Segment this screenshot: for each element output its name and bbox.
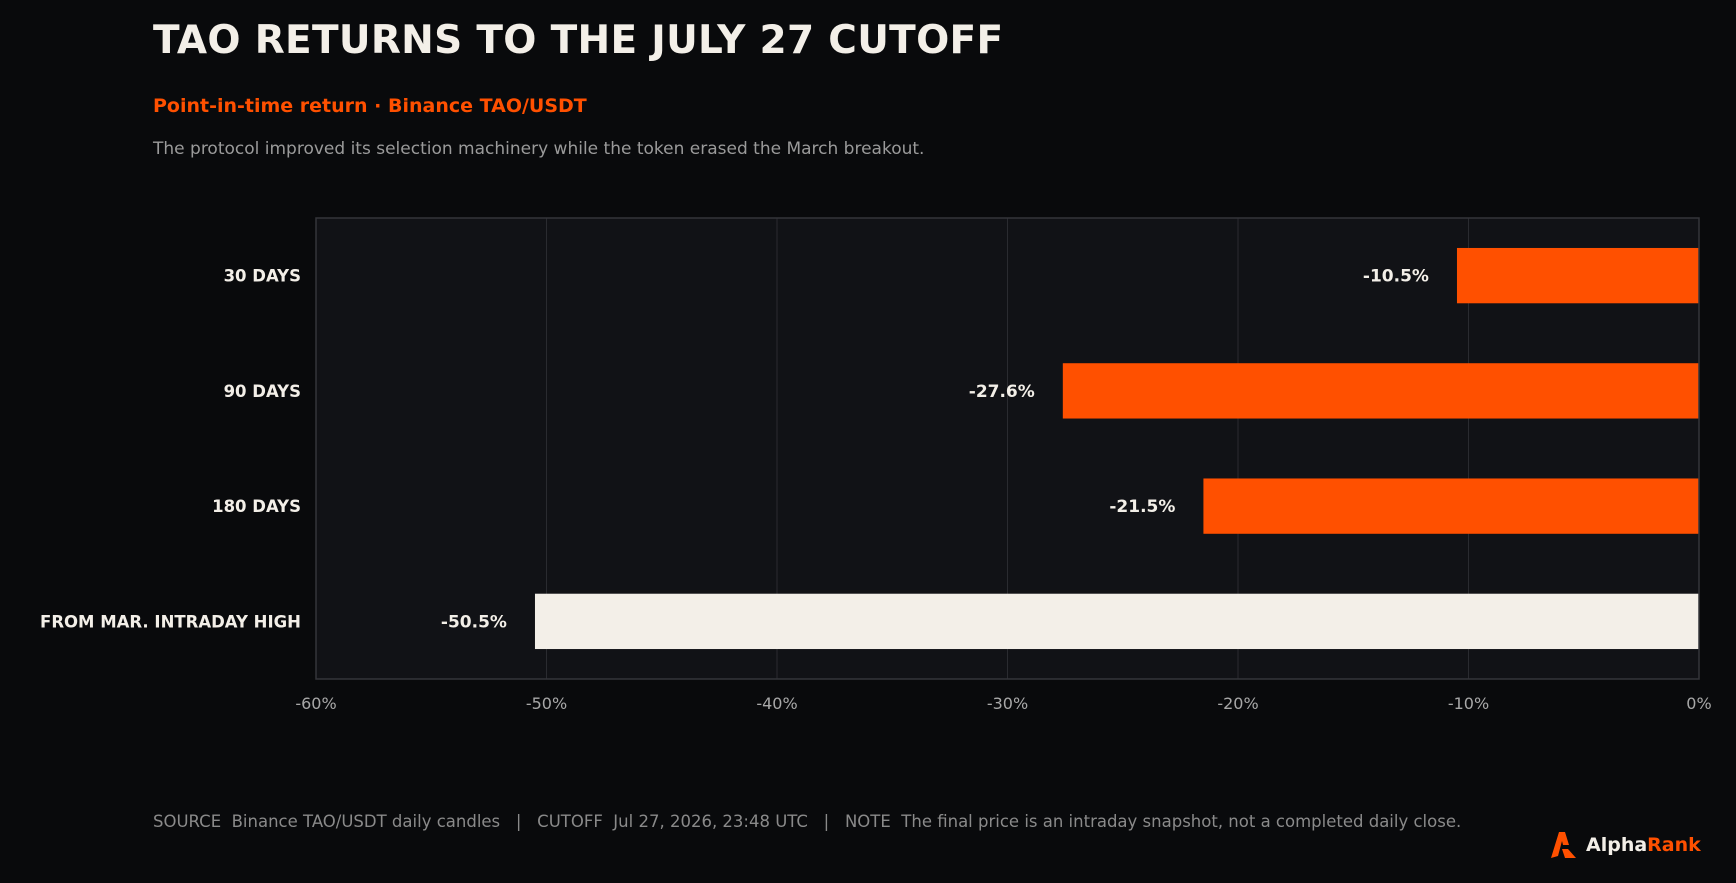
- bar: [1062, 363, 1699, 419]
- plot-border: [315, 217, 1700, 680]
- bars: [534, 247, 1699, 650]
- x-tick-label: -60%: [295, 694, 336, 713]
- alpharank-logo-icon: [1551, 832, 1576, 858]
- footer-note: SOURCE Binance TAO/USDT daily candles | …: [153, 812, 1462, 831]
- data-label: -27.6%: [969, 382, 1035, 402]
- chart-title: TAO RETURNS TO THE JULY 27 CUTOFF: [153, 18, 1004, 63]
- data-label: -10.5%: [1363, 267, 1429, 287]
- y-category-label: FROM MAR. INTRADAY HIGH: [40, 612, 301, 631]
- bar: [534, 593, 1699, 650]
- data-label: -50.5%: [441, 612, 507, 632]
- brand-logo: AlphaRank: [1549, 831, 1701, 859]
- x-tick-label: -40%: [756, 694, 797, 713]
- x-tick-label: 0%: [1686, 694, 1711, 713]
- x-axis-ticks: -60% -50% -40% -30% -20% -10% 0%: [295, 694, 1711, 713]
- x-tick-label: -20%: [1217, 694, 1258, 713]
- data-labels: -10.5% -27.6% -21.5% -50.5%: [441, 267, 1429, 633]
- x-tick-label: -10%: [1448, 694, 1489, 713]
- brand-name-rank: Rank: [1647, 834, 1701, 856]
- y-category-label: 30 DAYS: [224, 267, 301, 286]
- y-axis-categories: 30 DAYS 90 DAYS 180 DAYS FROM MAR. INTRADAY…: [40, 267, 301, 632]
- bar: [1203, 478, 1699, 534]
- chart-description: The protocol improved its selection mach…: [153, 139, 925, 159]
- x-tick-label: -50%: [526, 694, 567, 713]
- data-label: -21.5%: [1109, 497, 1175, 517]
- brand-name-alpha: Alpha: [1586, 834, 1648, 856]
- y-category-label: 180 DAYS: [212, 497, 301, 516]
- chart-subtitle: Point-in-time return · Binance TAO/USDT: [153, 95, 587, 117]
- y-category-label: 90 DAYS: [224, 382, 301, 401]
- bar: [1456, 247, 1699, 304]
- x-tick-label: -30%: [987, 694, 1028, 713]
